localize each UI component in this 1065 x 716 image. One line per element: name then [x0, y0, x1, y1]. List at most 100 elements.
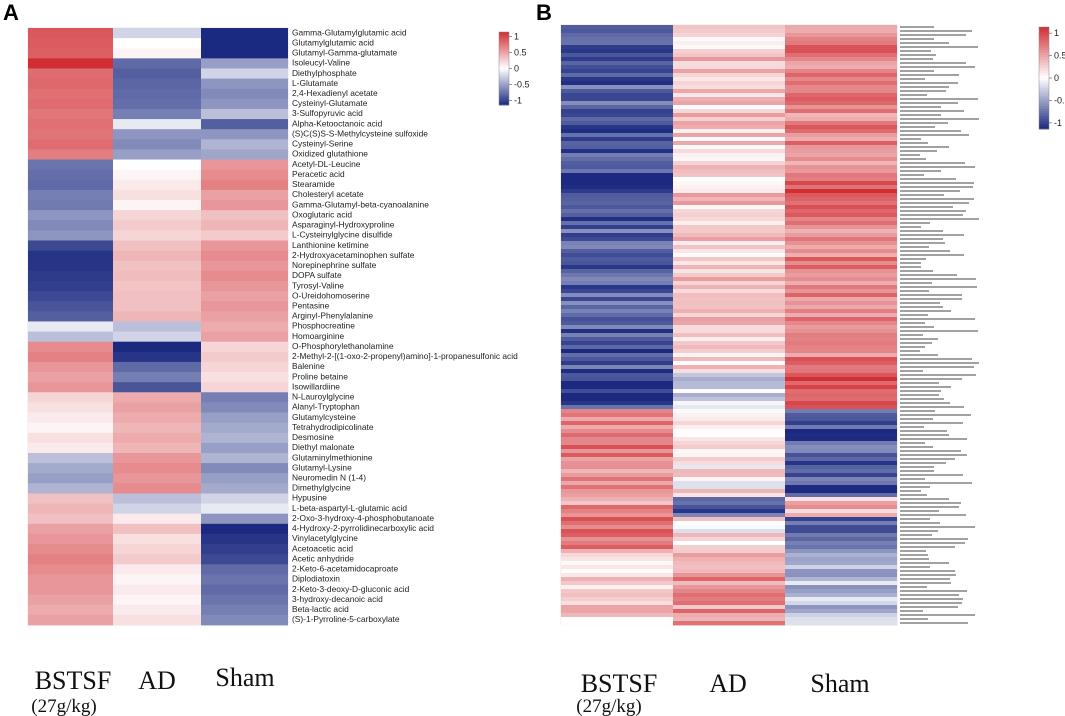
heatmap-cell — [673, 301, 785, 306]
heatmap-cell — [561, 109, 673, 114]
heatmap-cell — [673, 177, 785, 182]
heatmap-cell — [561, 573, 673, 578]
heatmap-cell — [28, 473, 113, 484]
row-label-illegible — [900, 446, 933, 448]
row-label-illegible — [900, 94, 927, 96]
heatmap-cell — [113, 483, 201, 494]
heatmap-cell — [673, 241, 785, 246]
colorbar-segment — [1039, 90, 1049, 94]
heatmap-cell — [28, 210, 113, 221]
row-label: O-Phosphorylethanolamine — [292, 341, 394, 351]
row-label: Stearamide — [292, 179, 335, 189]
heatmap-cell — [673, 261, 785, 266]
heatmap-cell — [561, 177, 673, 182]
colorbar-segment — [499, 37, 509, 40]
heatmap-cell — [561, 365, 673, 370]
heatmap-cell — [561, 509, 673, 514]
heatmap-cell — [561, 537, 673, 542]
heatmap-cell — [785, 417, 897, 422]
heatmap-cell — [785, 157, 897, 162]
row-label: Diplodiatoxin — [292, 574, 340, 584]
row-label: Arginyl-Phenylalanine — [292, 311, 373, 321]
row-label-illegible — [900, 266, 921, 268]
row-label-illegible — [900, 382, 939, 384]
colorbar-segment — [499, 44, 509, 47]
heatmap-cell — [201, 68, 288, 79]
heatmap-cell — [673, 485, 785, 490]
heatmap-cell — [673, 289, 785, 294]
row-label-illegible — [900, 482, 972, 484]
heatmap-cell — [113, 574, 201, 585]
heatmap-cell — [561, 57, 673, 62]
row-label-illegible — [900, 562, 949, 564]
heatmap-cell — [785, 357, 897, 362]
colorbar-segment — [499, 55, 509, 58]
heatmap-cell — [201, 311, 288, 322]
heatmap-cell — [785, 617, 897, 622]
heatmap-cell — [785, 237, 897, 242]
colorbar-segment — [499, 53, 509, 57]
heatmap-cell — [785, 125, 897, 130]
row-label-illegible — [900, 610, 923, 612]
colorbar-segment — [499, 81, 509, 84]
heatmap-cell — [561, 201, 673, 206]
heatmap-cell — [561, 577, 673, 582]
heatmap-cell — [201, 270, 288, 282]
heatmap-cell — [113, 230, 201, 241]
heatmap-cell — [673, 117, 785, 122]
row-label: Asparaginyl-Hydroxyproline — [292, 220, 395, 230]
heatmap-cell — [113, 614, 201, 626]
heatmap-cell — [673, 565, 785, 570]
heatmap-cell — [561, 489, 673, 494]
heatmap-cell — [561, 189, 673, 194]
heatmap-cell — [201, 169, 288, 181]
heatmap-cell — [785, 333, 897, 338]
heatmap-cell — [785, 481, 897, 486]
heatmap-cell — [673, 141, 785, 146]
row-label: Oxoglutaric acid — [292, 209, 352, 219]
row-label-illegible — [900, 34, 966, 36]
heatmap-cell — [201, 382, 288, 393]
row-label-illegible — [900, 274, 957, 276]
row-label: 2-Keto-3-deoxy-D-gluconic acid — [292, 584, 410, 594]
row-label-illegible — [900, 434, 949, 436]
heatmap-cell — [785, 401, 897, 406]
row-label-illegible — [900, 402, 950, 404]
colorbar-segment — [499, 88, 509, 91]
heatmap-cell — [673, 249, 785, 254]
heatmap-cell — [561, 81, 673, 86]
row-label-illegible — [900, 278, 976, 280]
heatmap-cell — [561, 585, 673, 590]
row-label-illegible — [900, 90, 946, 92]
panel-a-col-label-sham: Sham — [215, 663, 274, 692]
row-label-illegible — [900, 518, 930, 520]
colorbar-segment — [1039, 93, 1049, 97]
heatmap-cell — [785, 249, 897, 254]
heatmap-cell — [785, 85, 897, 90]
row-label-illegible — [900, 130, 961, 132]
heatmap-cell — [673, 421, 785, 426]
heatmap-cell — [785, 353, 897, 358]
colorbar-segment — [499, 75, 509, 79]
heatmap-cell — [673, 541, 785, 546]
row-label-illegible — [900, 334, 923, 336]
row-label-illegible — [900, 370, 923, 372]
row-label-illegible — [900, 294, 962, 296]
row-label-illegible — [900, 454, 967, 456]
row-label-illegible — [900, 194, 944, 196]
heatmap-cell — [673, 389, 785, 394]
heatmap-cell — [785, 41, 897, 46]
heatmap-cell — [201, 544, 288, 555]
heatmap-cell — [561, 513, 673, 518]
heatmap-cell — [201, 280, 288, 292]
row-label-illegible — [900, 206, 953, 208]
heatmap-cell — [561, 101, 673, 106]
heatmap-cell — [561, 441, 673, 446]
row-label-illegible — [900, 414, 971, 416]
heatmap-cell — [561, 105, 673, 110]
heatmap-cell — [113, 382, 201, 393]
row-label-illegible — [900, 122, 948, 124]
heatmap-cell — [113, 78, 201, 90]
heatmap-cell — [561, 141, 673, 146]
row-label-illegible — [900, 118, 979, 120]
